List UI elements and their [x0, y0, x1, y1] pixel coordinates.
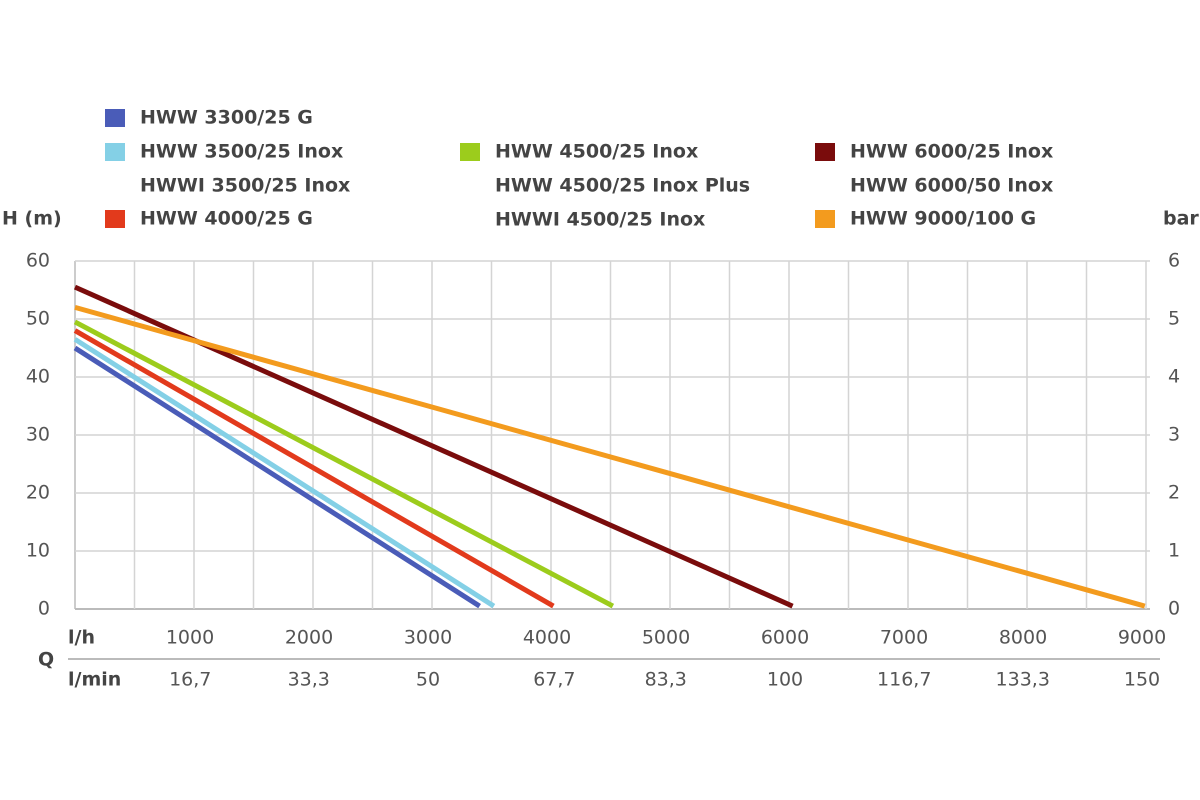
- legend-label: HWW 6000/25 Inox: [850, 141, 1053, 163]
- y2-axis-label: bar: [1163, 208, 1199, 230]
- legend-swatch: [815, 210, 835, 228]
- legend-label: HWW 6000/50 Inox: [850, 175, 1053, 197]
- y-tick-label: 0: [38, 598, 50, 620]
- legend-label: HWW 4500/25 Inox Plus: [495, 175, 750, 197]
- legend-label: HWW 4500/25 Inox: [495, 141, 698, 163]
- y-tick-label: 50: [26, 308, 50, 330]
- y2-tick-label: 2: [1168, 482, 1180, 504]
- x2-axis-label: l/min: [68, 669, 121, 691]
- x-tick-label: 9000: [1118, 627, 1166, 649]
- series-line: [73, 337, 496, 609]
- x2-tick-label: 116,7: [877, 669, 931, 691]
- legend-swatch: [105, 109, 125, 127]
- y2-tick-label: 6: [1168, 250, 1180, 272]
- legend-swatch: [460, 143, 480, 161]
- x-tick-label: 1000: [166, 627, 214, 649]
- legend-label: HWW 9000/100 G: [850, 208, 1036, 230]
- x2-tick-label: 100: [767, 669, 803, 691]
- x2-tick-label: 150: [1124, 669, 1160, 691]
- y-tick-label: 10: [26, 540, 50, 562]
- x-tick-label: 4000: [523, 627, 571, 649]
- x-tick-label: 8000: [999, 627, 1047, 649]
- x-tick-label: 5000: [642, 627, 690, 649]
- legend-label: HWWI 4500/25 Inox: [495, 209, 705, 231]
- x-tick-label: 2000: [285, 627, 333, 649]
- series-line: [74, 304, 1146, 609]
- x2-tick-label: 16,7: [169, 669, 211, 691]
- x2-tick-label: 50: [416, 669, 440, 691]
- y2-tick-label: 1: [1168, 540, 1180, 562]
- axis-group-label: Q: [38, 649, 54, 671]
- y2-tick-label: 4: [1168, 366, 1180, 388]
- y2-tick-label: 0: [1168, 598, 1180, 620]
- x-tick-label: 6000: [761, 627, 809, 649]
- x2-tick-label: 67,7: [533, 669, 575, 691]
- y-tick-label: 30: [26, 424, 50, 446]
- legend-label: HWW 4000/25 G: [140, 208, 313, 230]
- y-axis-label: H (m): [2, 208, 62, 230]
- x2-tick-label: 83,3: [645, 669, 687, 691]
- y2-tick-label: 3: [1168, 424, 1180, 446]
- x-tick-label: 3000: [404, 627, 452, 649]
- legend-label: HWW 3300/25 G: [140, 107, 313, 129]
- y-tick-label: 60: [26, 250, 50, 272]
- x-tick-label: 7000: [880, 627, 928, 649]
- legend-swatch: [105, 210, 125, 228]
- x-axis-label: l/h: [68, 627, 95, 649]
- series-line: [73, 319, 615, 609]
- x2-tick-label: 133,3: [996, 669, 1050, 691]
- legend-swatch: [815, 143, 835, 161]
- legend-label: HWWI 3500/25 Inox: [140, 175, 350, 197]
- series-line: [73, 328, 555, 609]
- y-tick-label: 40: [26, 366, 50, 388]
- x2-tick-label: 33,3: [288, 669, 330, 691]
- y2-tick-label: 5: [1168, 308, 1180, 330]
- y-tick-label: 20: [26, 482, 50, 504]
- legend-label: HWW 3500/25 Inox: [140, 141, 343, 163]
- series-line: [73, 345, 481, 609]
- legend-swatch: [105, 143, 125, 161]
